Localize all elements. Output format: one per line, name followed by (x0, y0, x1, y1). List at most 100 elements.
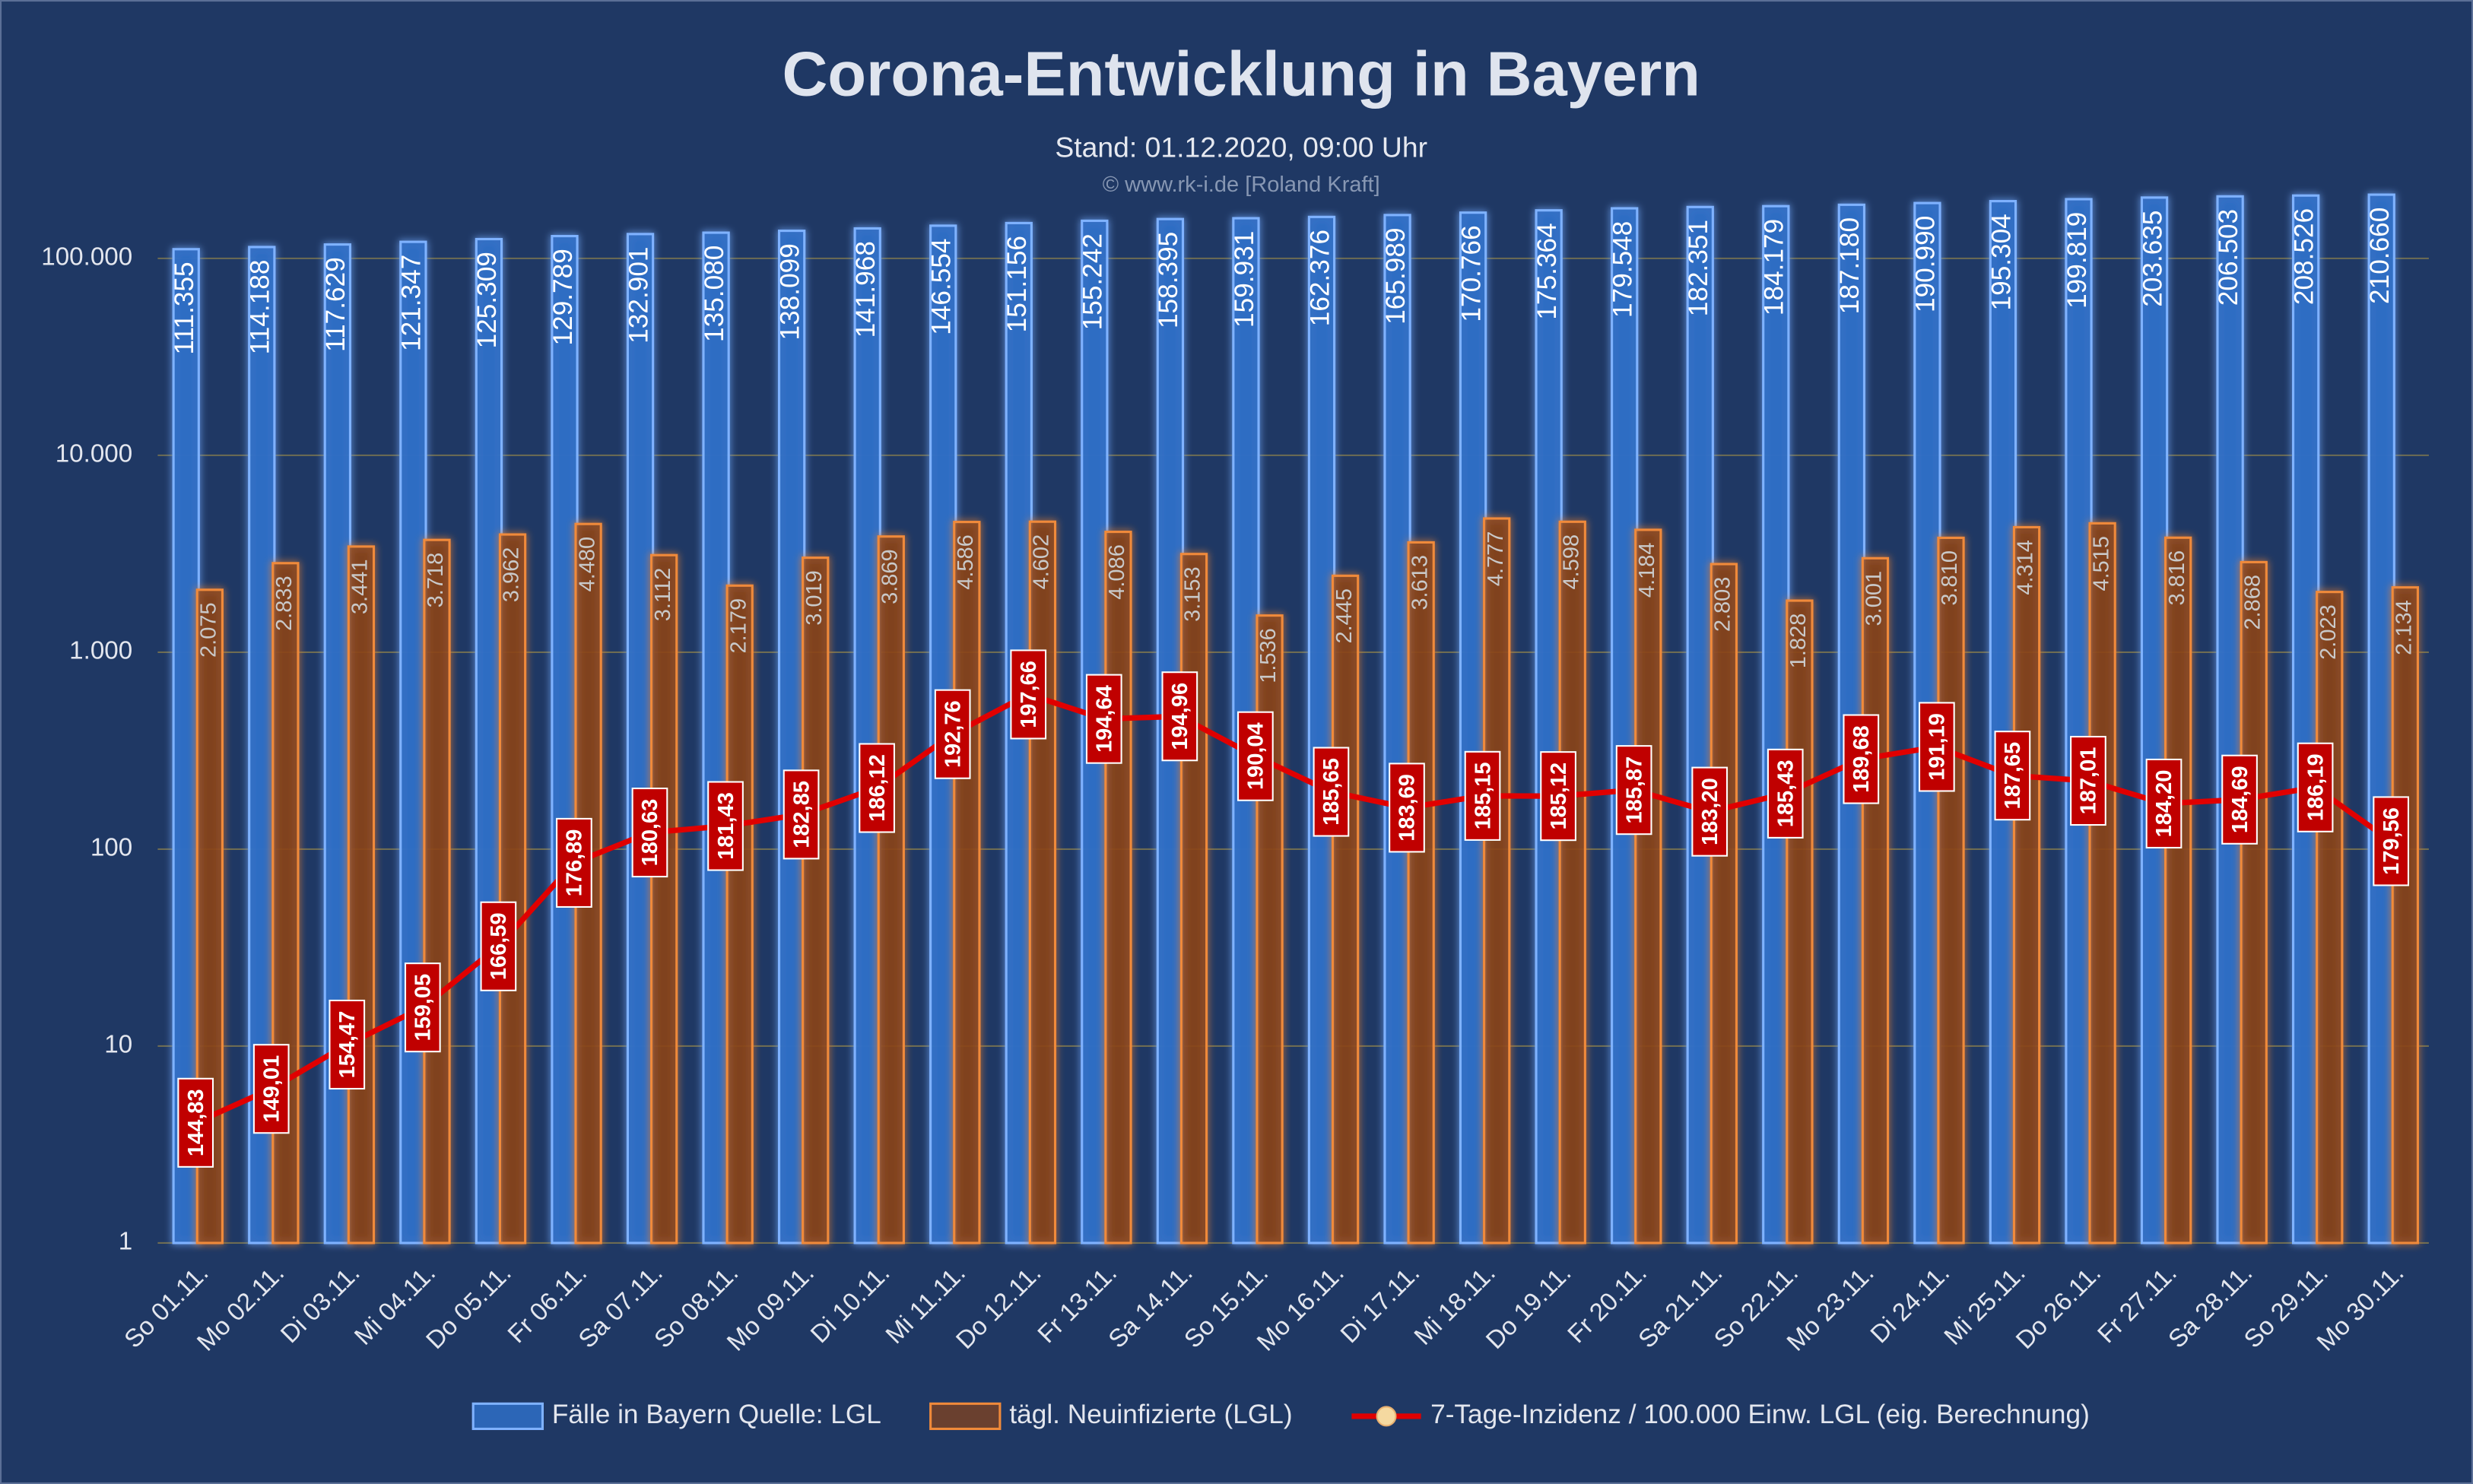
line-value-label: 189,68 (1843, 714, 1880, 804)
line-value-label: 194,96 (1161, 671, 1198, 762)
bar-value-label: 208.526 (2289, 208, 2319, 305)
label-box (934, 689, 971, 779)
bar (1786, 599, 1814, 1245)
bar (172, 248, 200, 1245)
bar (1634, 528, 1662, 1245)
line-value-label: 179,56 (2373, 796, 2410, 886)
label-box (329, 999, 366, 1090)
label-box (1313, 747, 1350, 837)
line-value-label: 149,01 (252, 1044, 290, 1134)
bar (1989, 200, 2017, 1245)
bar-value-label: 162.376 (1305, 230, 1335, 326)
line-value-label: 185,87 (1615, 745, 1652, 836)
bar-value-label: 206.503 (2214, 209, 2243, 306)
bar-value-label: 4.086 (1105, 544, 1129, 600)
bar (399, 240, 427, 1245)
bar (1762, 205, 1790, 1245)
bar-value-label: 117.629 (321, 257, 351, 352)
line-value-text: 197,66 (1017, 661, 1041, 728)
label-box (1085, 674, 1122, 764)
chart-credit: © www.rk-i.de [Roland Kraft] (1103, 173, 1380, 197)
line-value-label: 185,12 (1540, 751, 1576, 842)
bar-value-label: 3.019 (802, 570, 827, 626)
legend-swatch (929, 1402, 1002, 1431)
bar-value-label: 4.314 (2014, 540, 2038, 595)
label-box (2145, 758, 2183, 849)
label-box (1540, 751, 1576, 842)
label-box (859, 743, 895, 833)
bar (1686, 205, 1714, 1245)
chart-title: Corona-Entwicklung in Bayern (783, 39, 1700, 109)
bar (1558, 520, 1586, 1245)
bar-value-label: 4.777 (1484, 531, 1508, 587)
bar-value-label: 129.789 (548, 249, 578, 345)
label-box (707, 781, 744, 871)
line-value-label: 184,69 (2221, 754, 2258, 845)
bar-value-label: 1.828 (1786, 614, 1811, 669)
bar (1535, 209, 1563, 1245)
bar (2065, 198, 2093, 1245)
line-value-label: 187,65 (1994, 731, 2031, 821)
label-box (1767, 748, 1804, 839)
bar-value-label: 3.001 (1862, 571, 1887, 626)
bar-value-label: 184.179 (1760, 219, 1789, 316)
line-value-label: 186,19 (2297, 742, 2334, 832)
line-value-label: 190,04 (1237, 711, 1274, 801)
bar-value-label: 3.112 (651, 568, 675, 621)
line-value-text: 166,59 (487, 912, 511, 980)
bar-value-label: 2.833 (272, 576, 297, 631)
bar-value-label: 165.989 (1381, 227, 1411, 324)
bar-value-label: 2.023 (2316, 604, 2341, 660)
label-box (480, 901, 517, 991)
bar (271, 562, 300, 1245)
bar (702, 231, 730, 1245)
bar (2216, 195, 2244, 1245)
label-box (177, 1077, 214, 1168)
line-value-label: 166,59 (480, 901, 517, 991)
bar (2088, 522, 2116, 1245)
bar (1937, 536, 1965, 1245)
bar (1256, 614, 1284, 1245)
line-value-text: 182,85 (789, 781, 814, 848)
bar-value-label: 159.931 (1230, 231, 1259, 328)
line-value-text: 184,69 (2228, 766, 2252, 833)
bar-value-label: 4.480 (575, 537, 599, 592)
line-value-text: 185,87 (1622, 756, 1646, 824)
bar-value-label: 187.180 (1835, 217, 1865, 314)
bar (1407, 541, 1435, 1245)
line-value-text: 149,01 (259, 1055, 284, 1123)
bar (323, 243, 351, 1245)
bar-value-label: 3.153 (1181, 566, 1205, 622)
bar-value-label: 2.179 (726, 598, 751, 654)
y-tick-label: 100.000 (41, 243, 132, 271)
bar-value-label: 3.962 (500, 547, 524, 603)
bar-value-label: 203.635 (2138, 210, 2167, 306)
bar (2316, 591, 2344, 1245)
bar (725, 584, 754, 1245)
bar (551, 234, 579, 1245)
line-value-text: 191,19 (1925, 713, 1950, 781)
bar-value-label: 195.304 (1986, 214, 2016, 310)
legend-label: Fälle in Bayern Quelle: LGL (552, 1400, 881, 1429)
legend-label: 7-Tage-Inzidenz / 100.000 Einw. LGL (eig… (1430, 1400, 2090, 1429)
line-value-label: 197,66 (1010, 649, 1047, 740)
label-box (252, 1044, 290, 1134)
bar (2140, 196, 2169, 1245)
line-value-text: 183,20 (1698, 778, 1722, 845)
label-box (1918, 702, 1955, 792)
line-value-label: 186,12 (859, 743, 895, 833)
bar-value-label: 199.819 (2062, 212, 2092, 309)
line-value-label: 187,01 (2070, 735, 2106, 826)
bar (423, 538, 451, 1245)
bar (1331, 574, 1360, 1245)
bar-value-label: 4.184 (1635, 542, 1659, 598)
line-value-label: 184,20 (2145, 758, 2183, 849)
bar-value-label: 2.134 (2392, 600, 2416, 655)
line-value-label: 154,47 (329, 999, 366, 1090)
line-value-text: 194,96 (1168, 683, 1192, 750)
label-box (783, 769, 820, 860)
bar-value-label: 175.364 (1532, 223, 1562, 319)
line-value-text: 176,89 (563, 829, 587, 897)
line-value-label: 185,43 (1767, 748, 1804, 839)
